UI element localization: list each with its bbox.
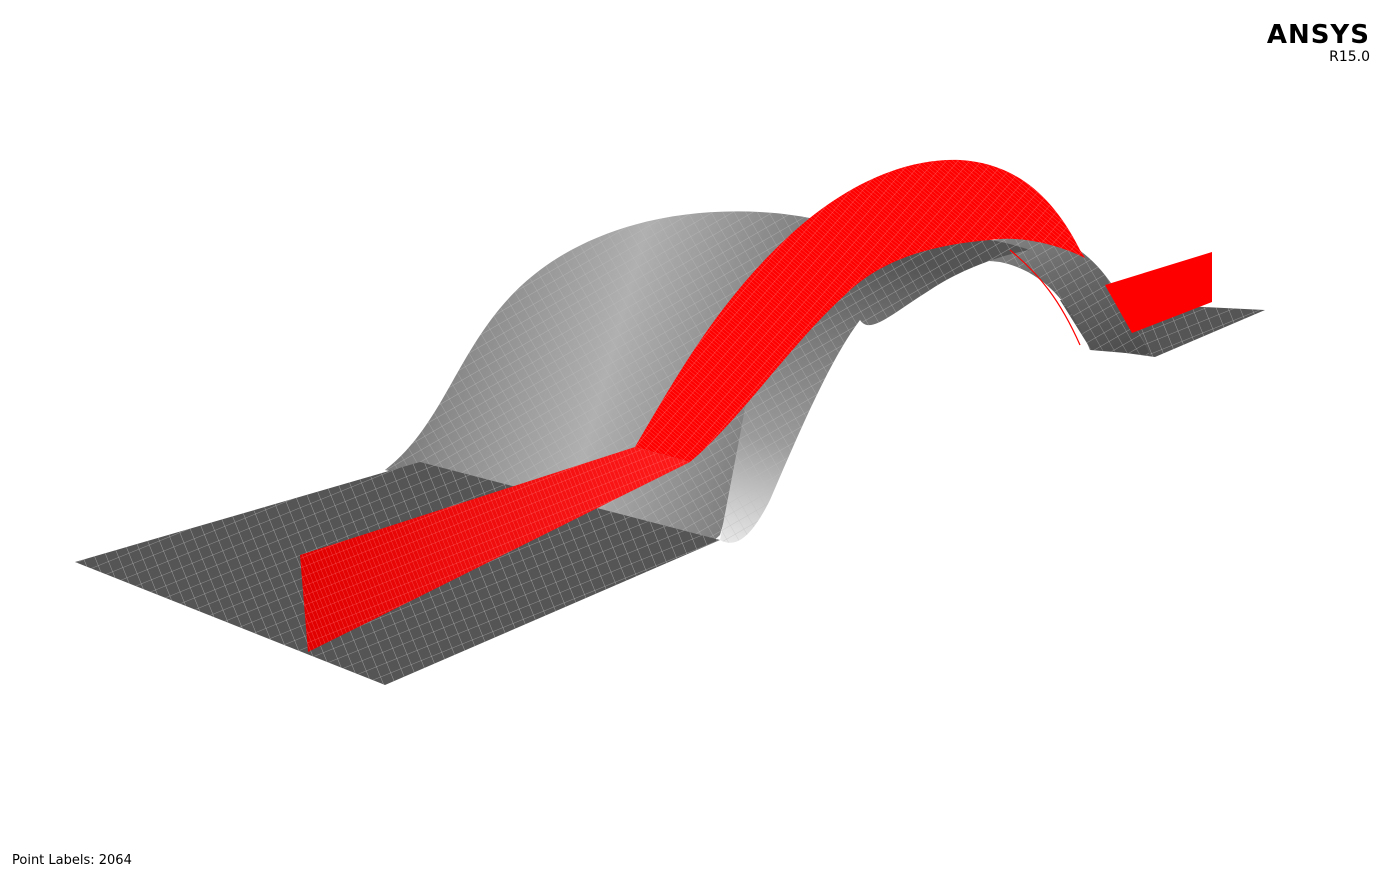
logo-name: ANSYS [1266,20,1370,50]
ansys-logo: ANSYS R15.0 [1267,22,1370,64]
stiffener-far-web [1105,252,1212,333]
logo-version: R15.0 [1329,49,1370,65]
stiffener-near-web [300,447,690,652]
stiffener-arch [635,159,1085,462]
point-labels-status: Point Labels: 2064 [12,853,132,868]
